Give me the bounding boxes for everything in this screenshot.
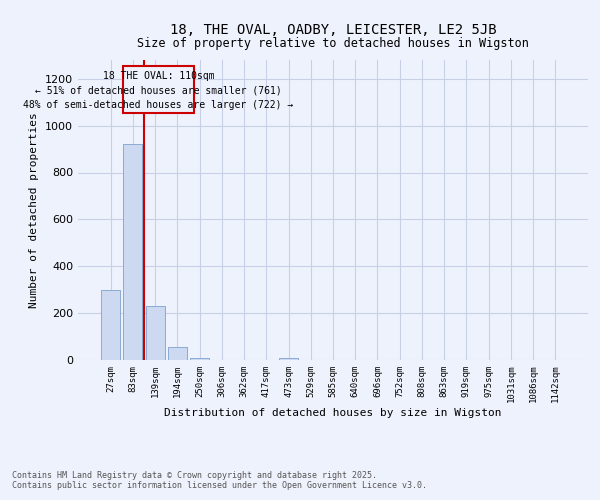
Bar	[101, 290, 120, 360]
Text: Size of property relative to detached houses in Wigston: Size of property relative to detached ho…	[137, 38, 529, 51]
Bar	[168, 347, 187, 360]
Text: 18, THE OVAL, OADBY, LEICESTER, LE2 5JB: 18, THE OVAL, OADBY, LEICESTER, LE2 5JB	[170, 22, 496, 36]
Text: 18 THE OVAL: 110sqm: 18 THE OVAL: 110sqm	[103, 70, 214, 81]
Y-axis label: Number of detached properties: Number of detached properties	[29, 112, 40, 308]
Bar	[190, 358, 209, 360]
Text: ← 51% of detached houses are smaller (761): ← 51% of detached houses are smaller (76…	[35, 85, 282, 95]
Bar	[146, 306, 164, 360]
X-axis label: Distribution of detached houses by size in Wigston: Distribution of detached houses by size …	[164, 408, 502, 418]
Text: 48% of semi-detached houses are larger (722) →: 48% of semi-detached houses are larger (…	[23, 100, 293, 110]
Bar	[124, 144, 142, 360]
Text: Contains HM Land Registry data © Crown copyright and database right 2025.
Contai: Contains HM Land Registry data © Crown c…	[12, 470, 427, 490]
Bar	[279, 358, 298, 360]
Bar	[123, 66, 194, 112]
